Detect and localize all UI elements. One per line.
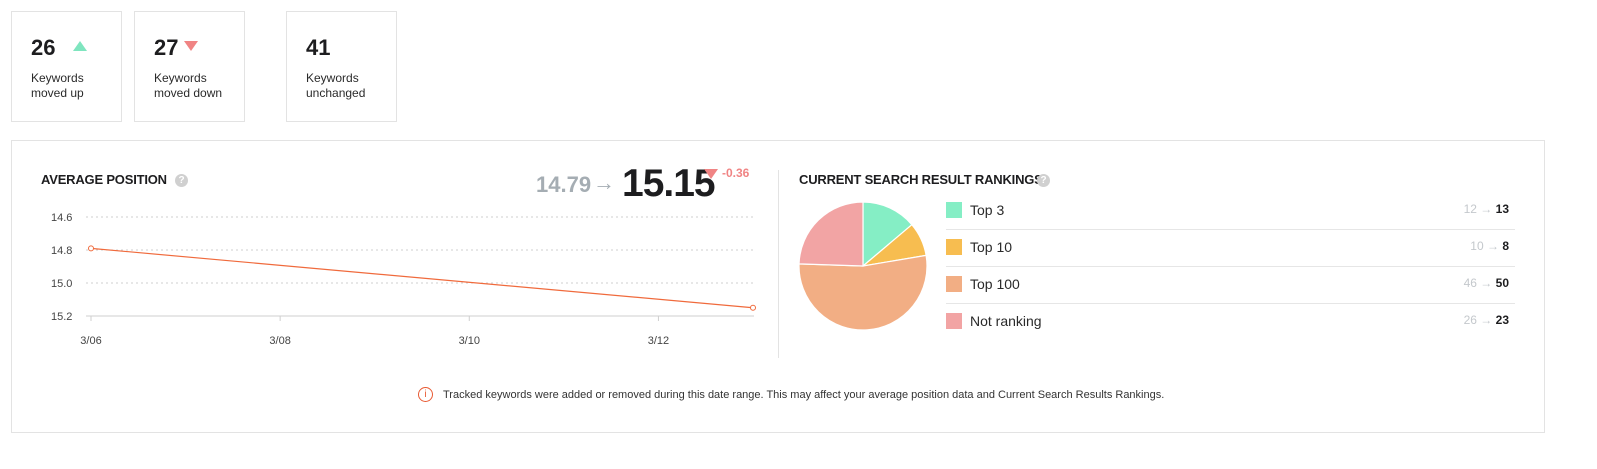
stat-label: Keywords unchanged — [306, 71, 366, 100]
pie-slice-top-3[interactable] — [862, 201, 913, 268]
arrow-right-icon: → — [1480, 313, 1493, 327]
data-point[interactable] — [88, 245, 94, 252]
average-position-line-chart: 14.6 14.8 15.0 15.2 3/06 3/08 3/10 3/12 — [51, 212, 756, 347]
legend-label: Not ranking — [970, 313, 1042, 329]
legend-swatch — [946, 313, 962, 329]
legend-label: Top 3 — [970, 202, 1005, 218]
average-position-delta: -0.36 — [722, 166, 750, 180]
x-tick-label: 3/10 — [459, 335, 480, 347]
arrow-right-icon: → — [1486, 239, 1499, 253]
x-tick-label: 3/12 — [648, 335, 669, 347]
average-position-title: AVERAGE POSITION — [41, 172, 167, 187]
previous-average-position: 14.79 — [536, 172, 592, 197]
legend-row-top-10[interactable]: Top 10 10 → 8 — [946, 230, 1515, 267]
y-tick-label: 15.2 — [51, 311, 72, 323]
rankings-pie-chart — [798, 201, 928, 331]
stat-label: Keywords moved up — [31, 71, 84, 100]
stat-label: Keywords moved down — [154, 71, 223, 100]
y-tick-label: 14.8 — [51, 245, 72, 257]
legend-change: 46 → 50 — [1463, 276, 1509, 290]
legend-label: Top 10 — [970, 239, 1013, 255]
pie-slice-top-100[interactable] — [798, 254, 928, 331]
y-tick-label: 15.0 — [51, 278, 72, 290]
row-divider — [946, 229, 1515, 230]
stat-value: 26 — [31, 35, 56, 60]
triangle-down-icon — [704, 169, 718, 179]
legend-row-top-100[interactable]: Top 100 46 → 50 — [946, 267, 1515, 304]
x-tick-label: 3/08 — [269, 335, 290, 347]
data-point[interactable] — [750, 304, 756, 311]
row-divider — [946, 266, 1515, 267]
current-average-position: 15.15 — [622, 162, 716, 205]
arrow-right-icon: → — [1480, 276, 1493, 290]
pie-slice-not-ranking[interactable] — [798, 201, 864, 267]
legend-swatch — [946, 202, 962, 218]
legend-change: 10 → 8 — [1470, 239, 1509, 253]
arrow-right-icon: → — [1480, 202, 1493, 216]
series-line — [90, 247, 754, 309]
stat-value: 27 — [154, 35, 179, 60]
question-icon[interactable]: ? — [1037, 174, 1050, 187]
legend-row-not-ranking[interactable]: Not ranking 26 → 23 — [946, 304, 1515, 341]
info-icon: i — [418, 387, 433, 402]
legend-row-top-3[interactable]: Top 3 12 → 13 — [946, 193, 1515, 230]
x-tick-label: 3/06 — [80, 335, 101, 347]
legend-change: 26 → 23 — [1463, 313, 1509, 327]
stat-card-unchanged[interactable]: 41 Keywords unchanged — [286, 11, 397, 122]
y-tick-label: 14.6 — [51, 212, 72, 224]
triangle-up-icon — [73, 41, 87, 51]
stat-value: 41 — [306, 35, 331, 60]
rankings-title: CURRENT SEARCH RESULT RANKINGS — [799, 172, 1043, 187]
stat-card-moved-up[interactable]: 26 Keywords moved up — [11, 11, 122, 122]
legend-swatch — [946, 276, 962, 292]
legend-label: Top 100 — [970, 276, 1020, 292]
triangle-down-icon — [184, 41, 198, 51]
legend-swatch — [946, 239, 962, 255]
arrow-right-icon: → — [593, 170, 615, 195]
question-icon[interactable]: ? — [175, 174, 188, 187]
legend-change: 12 → 13 — [1463, 202, 1509, 216]
stat-card-moved-down[interactable]: 27 Keywords moved down — [134, 11, 245, 122]
section-divider — [778, 170, 779, 358]
row-divider — [946, 303, 1515, 304]
tracked-keywords-notice: Tracked keywords were added or removed d… — [443, 389, 1165, 401]
